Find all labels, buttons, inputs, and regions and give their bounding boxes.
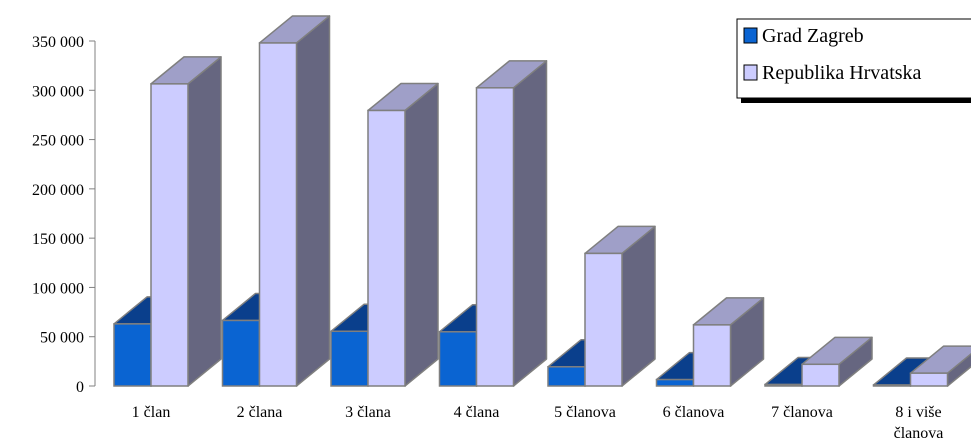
bar-republika-hrvatska [584, 225, 656, 387]
y-tick-label: 50 000 [40, 330, 84, 347]
bar-grad-zagreb-front [330, 330, 369, 387]
bar-grad-zagreb-front [438, 331, 478, 387]
bar-republika-hrvatska [367, 82, 439, 387]
bar-republika-hrvatska-front [150, 83, 189, 387]
bar-republika-hrvatska-front [692, 324, 732, 387]
legend: Grad Zagreb Republika Hrvatska [736, 18, 971, 103]
legend-box [736, 18, 971, 99]
bar-republika-hrvatska-side [404, 82, 439, 387]
x-axis-labels: 1 član 2 člana 3 člana 4 člana 5 članova 6 čl… [132, 404, 944, 442]
x-category-label: 5 članova [554, 404, 616, 421]
bar-republika-hrvatska-front [584, 252, 623, 387]
bar-republika-hrvatska-front [475, 87, 515, 387]
bar-grad-zagreb-front [764, 383, 803, 387]
legend-label-republika-hrvatska: Republika Hrvatska [762, 62, 922, 84]
x-category-label: 4 člana [454, 404, 500, 421]
bar-grad-zagreb-front [655, 378, 695, 387]
bar-grad-zagreb-front [221, 319, 261, 387]
y-tick-label: 150 000 [32, 231, 84, 248]
bar-republika-hrvatska [801, 336, 873, 387]
y-axis: 0 50 000 100 000 150 000 200 000 250 000 300 0… [32, 34, 96, 396]
bar-republika-hrvatska [475, 60, 548, 387]
x-category-label: 6 članova [663, 404, 725, 421]
bar-grad-zagreb-front [547, 366, 586, 387]
legend-label-grad-zagreb: Grad Zagreb [762, 25, 864, 47]
bar-republika-hrvatska [909, 345, 971, 387]
bar-republika-hrvatska [258, 15, 331, 387]
bar-republika-hrvatska-side [512, 60, 548, 387]
bar-republika-hrvatska-side [621, 225, 656, 387]
x-category-label: 8 i više članova [894, 404, 944, 442]
bar-republika-hrvatska-side [295, 15, 331, 387]
x-category-label: 3 člana [345, 404, 391, 421]
legend-swatch-republika-hrvatska [743, 64, 758, 81]
bar-republika-hrvatska-front [909, 372, 949, 387]
y-tick-label: 300 000 [32, 83, 84, 100]
bar-grad-zagreb-front [872, 384, 912, 387]
bar-republika-hrvatska-side [187, 56, 222, 387]
x-category-label: 2 člana [237, 404, 283, 421]
x-category-label: 1 član [132, 404, 171, 421]
bar-republika-hrvatska [692, 297, 765, 387]
y-tick-label: 0 [76, 379, 84, 396]
bar-republika-hrvatska-front [258, 42, 298, 387]
x-category-label: 7 članova [771, 404, 833, 421]
bar-republika-hrvatska [150, 56, 222, 387]
y-tick-label: 100 000 [32, 280, 84, 297]
bar-republika-hrvatska-front [367, 109, 406, 387]
bar-grad-zagreb-front [113, 323, 152, 387]
plot-area [113, 15, 971, 387]
y-tick-label: 200 000 [32, 182, 84, 199]
legend-swatch-grad-zagreb [743, 27, 758, 44]
bar-republika-hrvatska-front [801, 363, 840, 387]
y-tick-label: 350 000 [32, 34, 84, 51]
y-tick-label: 250 000 [32, 133, 84, 150]
